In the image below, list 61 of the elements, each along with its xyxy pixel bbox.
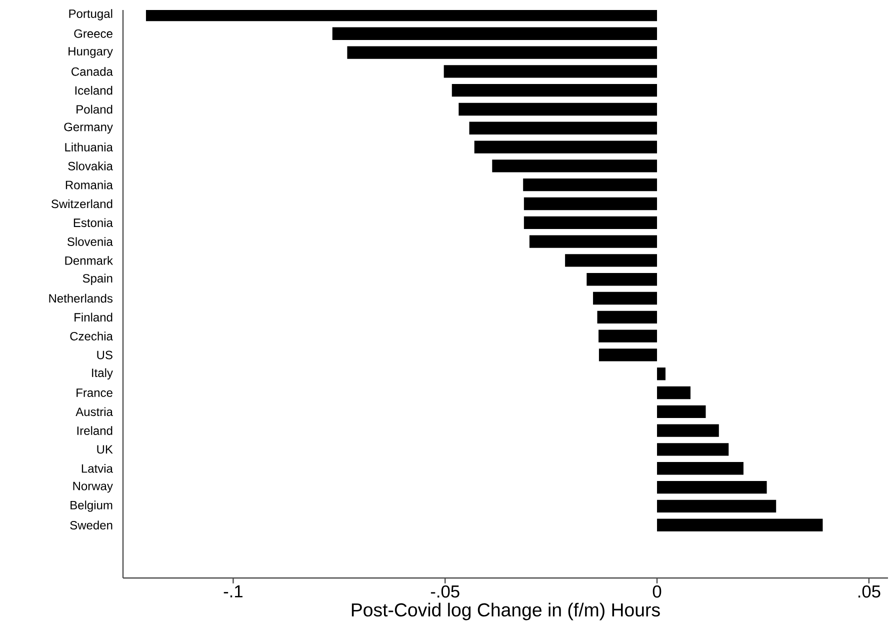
x-axis-title: Post-Covid log Change in (f/m) Hours (352, 602, 660, 620)
y-tick-label: Czechia (70, 332, 113, 340)
y-tick-label: Germany (64, 122, 113, 134)
y-tick-label: France (76, 388, 112, 397)
y-tick-label: Slovenia (67, 237, 113, 246)
bar (332, 27, 658, 40)
y-tick-label: Ireland (77, 426, 112, 435)
y-tick-label: Portugal (69, 9, 112, 20)
bar (492, 160, 658, 172)
y-tick-label: Austria (76, 407, 113, 416)
bar (598, 348, 658, 362)
bar (657, 368, 666, 380)
bar (598, 330, 658, 342)
bar (657, 386, 690, 400)
y-tick-label: Iceland (75, 86, 112, 95)
bar (593, 292, 658, 305)
bar (657, 424, 719, 437)
y-tick-label: Greece (74, 29, 112, 38)
y-tick-label: Belgium (70, 500, 112, 512)
bar (657, 500, 776, 513)
bar (523, 178, 658, 192)
bar (657, 443, 729, 456)
x-tick-label: -.1 (224, 585, 242, 598)
y-tick-label: Italy (92, 368, 113, 380)
bar (469, 122, 658, 134)
y-tick-label: Sweden (70, 520, 112, 530)
y-tick-label: US (97, 350, 112, 360)
y-tick-label: Estonia (74, 218, 113, 228)
bar (657, 462, 744, 475)
y-tick-label: Romania (66, 180, 113, 190)
y-tick-label: Finland (74, 312, 112, 322)
y-tick-label: Canada (72, 67, 113, 76)
x-tick-label: .05 (858, 585, 880, 598)
bar (524, 197, 658, 210)
bar (529, 235, 658, 248)
bar (586, 273, 658, 286)
bar (524, 216, 658, 229)
bar (347, 46, 658, 59)
y-tick-label: Poland (76, 104, 112, 114)
y-tick-label: Switzerland (51, 199, 112, 208)
y-tick-label: UK (97, 445, 113, 454)
bar (657, 518, 823, 532)
bar (657, 405, 706, 418)
bar (452, 84, 658, 97)
bar (444, 65, 658, 78)
y-tick-label: Lithuania (65, 142, 113, 152)
y-tick-label: Denmark (65, 256, 113, 265)
x-tick-label: -.05 (430, 585, 460, 598)
y-tick-label: Slovakia (68, 162, 113, 170)
y-tick-label: Latvia (82, 464, 113, 473)
x-tick-label: 0 (652, 585, 662, 598)
bar (458, 102, 658, 116)
y-tick-label: Norway (73, 482, 113, 493)
y-tick-label: Hungary (68, 47, 113, 58)
y-tick-label: Netherlands (49, 294, 113, 303)
bar (146, 10, 658, 22)
y-tick-label: Spain (82, 274, 112, 285)
bar (597, 310, 658, 324)
bar (565, 254, 658, 267)
bar (474, 140, 658, 154)
bar (657, 480, 767, 494)
